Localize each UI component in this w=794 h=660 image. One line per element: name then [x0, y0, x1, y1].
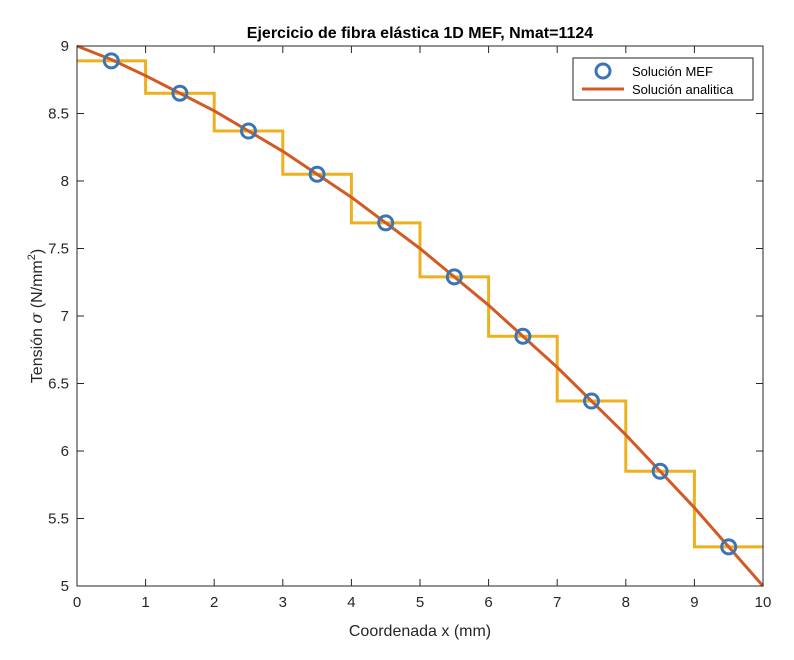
fem-point: [171, 84, 189, 102]
x-tick-label: 0: [73, 594, 81, 611]
analytic-series: [76, 44, 765, 587]
fem-point: [377, 214, 395, 232]
y-tick-label: 7: [61, 308, 69, 325]
y-tick-label: 8: [61, 173, 69, 190]
y-axis-title-unit-superscript: 2: [26, 254, 38, 260]
y-axis-title-symbol: σ: [27, 312, 46, 324]
y-tick-label: 5: [61, 578, 69, 595]
analytic-line: [76, 44, 765, 587]
x-tick-label: 9: [690, 594, 698, 611]
y-tick-label: 8.5: [48, 106, 69, 123]
x-axis-title: Coordenada x (mm): [349, 623, 491, 640]
fem-series: [102, 52, 738, 556]
y-axis-ticks: 5 5.5 6 6.5 7 7.5 8 8.5 9: [48, 38, 763, 595]
x-tick-label: 1: [141, 594, 149, 611]
x-tick-label: 10: [755, 594, 772, 611]
y-axis-title: Tensión σ (N/mm2): [26, 249, 46, 383]
plot-area: [77, 46, 763, 586]
x-tick-label: 2: [210, 594, 218, 611]
legend: Solución MEF Solución analitica: [572, 57, 754, 101]
fem-point: [240, 122, 257, 140]
x-tick-label: 6: [484, 594, 492, 611]
fem-point: [651, 462, 669, 480]
y-tick-label: 6: [61, 443, 69, 460]
x-axis-ticks: 0 1 2 3 4 5 6 7 8 9 10: [73, 46, 772, 611]
legend-label-analytic: Solución analitica: [632, 82, 734, 97]
fem-point: [102, 52, 120, 70]
y-tick-label: 6.5: [48, 376, 69, 393]
y-tick-label: 7.5: [48, 241, 69, 258]
fem-point: [308, 165, 326, 183]
x-tick-label: 5: [416, 594, 424, 611]
fem-point: [445, 268, 463, 286]
fem-point: [720, 538, 738, 556]
fem-point: [583, 392, 600, 410]
x-tick-label: 3: [279, 594, 287, 611]
x-tick-label: 8: [622, 594, 630, 611]
legend-marker-fem: [594, 62, 612, 80]
legend-label-fem: Solución MEF: [632, 64, 713, 79]
x-tick-label: 7: [553, 594, 561, 611]
chart-title: Ejercicio de fibra elástica 1D MEF, Nmat…: [247, 25, 593, 42]
y-tick-label: 9: [61, 38, 69, 55]
y-axis-title-unit-open: (N/mm: [29, 260, 46, 312]
y-tick-label: 5.5: [48, 511, 69, 528]
fem-point: [514, 327, 532, 345]
y-axis-title-unit-close: ): [29, 249, 46, 254]
x-tick-label: 4: [347, 594, 355, 611]
y-axis-title-prefix: Tensión: [29, 324, 46, 384]
